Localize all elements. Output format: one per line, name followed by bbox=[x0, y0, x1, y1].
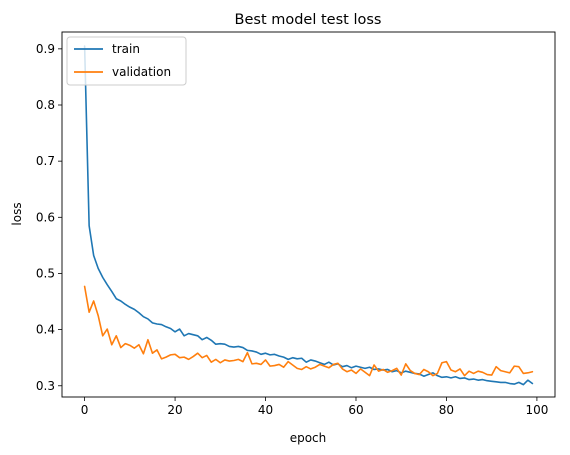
x-axis-label: epoch bbox=[290, 431, 327, 445]
series-line-validation bbox=[83, 285, 534, 377]
x-tick-label: 20 bbox=[167, 403, 182, 417]
y-tick-label: 0.7 bbox=[36, 154, 55, 168]
legend-label-train: train bbox=[112, 42, 140, 56]
x-tick-label: 80 bbox=[439, 403, 454, 417]
y-tick-label: 0.3 bbox=[36, 379, 55, 393]
x-tick-label: 0 bbox=[81, 403, 89, 417]
x-tick-label: 60 bbox=[348, 403, 363, 417]
y-tick-label: 0.4 bbox=[36, 323, 55, 337]
plot-frame bbox=[61, 31, 556, 398]
y-tick-label: 0.9 bbox=[36, 42, 55, 56]
y-tick-label: 0.5 bbox=[36, 266, 55, 280]
x-tick-label: 40 bbox=[258, 403, 273, 417]
tick-layer: 0 20 40 60 80 100 0.3 0.4 0.5 0.6 0.7 0.8 0.9 bbox=[36, 42, 548, 417]
chart-title: Best model test loss bbox=[235, 12, 382, 28]
y-axis-label: loss bbox=[10, 202, 24, 225]
x-tick-label: 100 bbox=[525, 403, 548, 417]
y-tick-label: 0.6 bbox=[36, 210, 55, 224]
y-tick-label: 0.8 bbox=[36, 98, 55, 112]
legend: train validation bbox=[66, 36, 187, 86]
legend-label-validation: validation bbox=[112, 65, 171, 79]
plot-area bbox=[62, 32, 555, 397]
series-layer bbox=[83, 45, 534, 386]
series-line-train bbox=[83, 45, 534, 386]
